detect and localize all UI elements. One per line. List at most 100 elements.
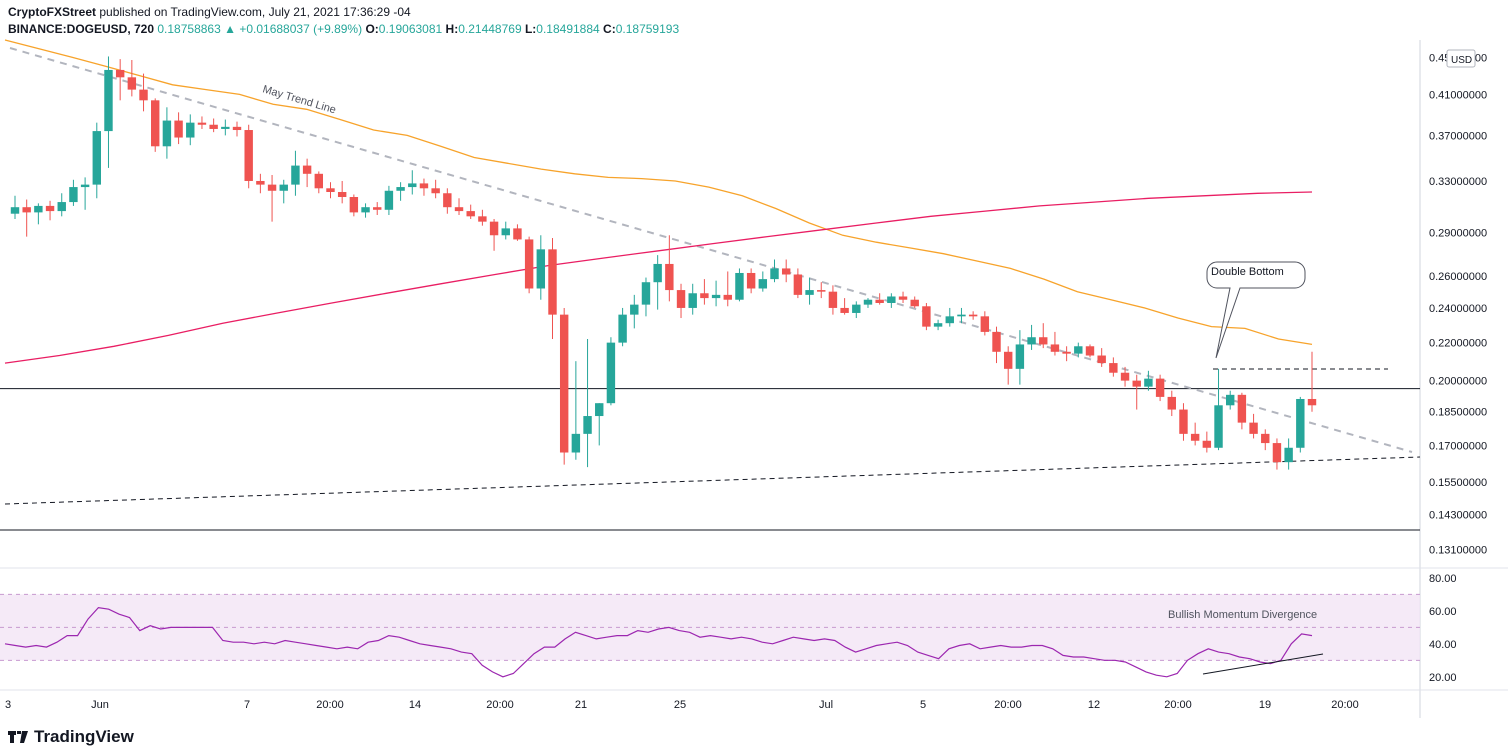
candle-down bbox=[197, 122, 207, 125]
candle-down bbox=[548, 249, 557, 315]
footer-brand: TradingView bbox=[34, 727, 134, 746]
change-value: ▲ +0.01688037 (+9.89%) bbox=[224, 22, 363, 36]
candle-down bbox=[1050, 344, 1060, 352]
may-trend-line-label: May Trend Line bbox=[261, 83, 337, 116]
candle-down bbox=[1085, 346, 1095, 356]
tradingview-footer: TradingView bbox=[8, 727, 134, 747]
price-tick-label: 0.37000000 bbox=[1429, 130, 1487, 142]
candle-down bbox=[1237, 394, 1247, 423]
candle-down bbox=[992, 331, 1001, 352]
candle-up bbox=[80, 184, 90, 188]
candle-down bbox=[922, 306, 931, 327]
open-value: 0.19063081 bbox=[378, 22, 443, 36]
candle-up bbox=[606, 342, 616, 404]
price-tick-label: 0.41000000 bbox=[1429, 89, 1487, 101]
candle-down bbox=[1003, 351, 1013, 369]
rsi-tick-label: 60.00 bbox=[1429, 606, 1457, 618]
candle-down bbox=[980, 316, 990, 332]
candle-up bbox=[618, 314, 627, 343]
double-bottom-callout bbox=[1206, 261, 1306, 359]
candle-up bbox=[641, 282, 651, 305]
candle-down bbox=[244, 130, 253, 181]
candle-up bbox=[770, 268, 779, 280]
may-trend-line bbox=[9, 47, 1413, 453]
candle-down bbox=[1097, 355, 1106, 364]
candle-down bbox=[115, 69, 125, 78]
candle-down bbox=[700, 293, 709, 299]
candle-down bbox=[513, 228, 522, 240]
candle-down bbox=[373, 207, 382, 210]
publish-info: CryptoFXStreet published on TradingView.… bbox=[8, 5, 411, 19]
candle-up bbox=[653, 263, 662, 283]
time-tick-label: 20:00 bbox=[1164, 699, 1192, 711]
candle-up bbox=[1284, 447, 1293, 463]
candle-up bbox=[384, 190, 394, 210]
candle-up bbox=[758, 279, 768, 289]
candle-down bbox=[127, 77, 137, 90]
candle-up bbox=[536, 249, 546, 289]
candle-down bbox=[466, 211, 475, 217]
candle-down bbox=[1039, 337, 1048, 345]
time-tick-label: Jun bbox=[91, 699, 109, 711]
low-label: L: bbox=[524, 22, 537, 36]
candle-up bbox=[104, 69, 113, 132]
candle-down bbox=[326, 188, 335, 193]
high-value: 0.21448769 bbox=[458, 22, 522, 36]
time-tick-label: 20:00 bbox=[994, 699, 1022, 711]
time-tick-label: 20:00 bbox=[316, 699, 344, 711]
candle-down bbox=[910, 299, 919, 307]
sma-slow-line bbox=[4, 191, 1313, 364]
candle-up bbox=[186, 122, 195, 138]
tradingview-logo-icon bbox=[8, 731, 28, 743]
candle-up bbox=[408, 183, 417, 188]
candle-down bbox=[139, 89, 148, 101]
publisher-name: CryptoFXStreet bbox=[8, 5, 97, 19]
currency-label: USD bbox=[1451, 55, 1472, 66]
candle-up bbox=[735, 272, 744, 300]
low-value: 0.18491884 bbox=[536, 22, 600, 36]
candle-down bbox=[898, 296, 908, 300]
symbol-label: BINANCE:DOGEUSD, 720 bbox=[8, 22, 155, 36]
candle-down bbox=[828, 291, 838, 308]
time-tick-label: 20:00 bbox=[1331, 699, 1359, 711]
candle-down bbox=[45, 205, 55, 212]
candle-up bbox=[571, 433, 581, 453]
candle-down bbox=[151, 100, 160, 147]
candle-up bbox=[1015, 344, 1025, 369]
candle-down bbox=[1190, 433, 1200, 441]
candle-up bbox=[887, 296, 896, 303]
candle-down bbox=[1167, 396, 1176, 410]
candle-up bbox=[957, 314, 966, 317]
last-price: 0.18758863 bbox=[157, 22, 221, 36]
candle-up bbox=[501, 228, 510, 236]
candle-down bbox=[559, 314, 569, 453]
close-label: C: bbox=[603, 22, 616, 36]
price-tick-label: 0.18500000 bbox=[1429, 407, 1487, 419]
time-tick-label: 20:00 bbox=[486, 699, 514, 711]
candle-down bbox=[349, 197, 359, 213]
candle-up bbox=[805, 290, 814, 295]
time-tick-label: Jul bbox=[819, 699, 833, 711]
rsi-tick-label: 80.00 bbox=[1429, 573, 1457, 585]
candle-down bbox=[676, 290, 686, 308]
time-tick-label: 3 bbox=[5, 699, 11, 711]
candle-down bbox=[431, 188, 440, 194]
candle-up bbox=[933, 323, 943, 327]
candle-down bbox=[1261, 433, 1270, 444]
price-tick-label: 0.17000000 bbox=[1429, 440, 1487, 452]
candle-down bbox=[302, 165, 312, 174]
candle-down bbox=[665, 263, 674, 291]
candle-down bbox=[840, 307, 849, 313]
candle-up bbox=[92, 131, 101, 185]
candle-up bbox=[1296, 398, 1305, 448]
rsi-band bbox=[0, 594, 1420, 661]
time-tick-label: 12 bbox=[1088, 699, 1100, 711]
candle-down bbox=[1120, 372, 1130, 381]
candle-down bbox=[875, 299, 884, 303]
candle-up bbox=[162, 120, 172, 147]
rsi-tick-label: 40.00 bbox=[1429, 639, 1457, 651]
candle-down bbox=[22, 207, 31, 213]
price-tick-label: 0.29000000 bbox=[1429, 227, 1487, 239]
rsi-tick-label: 20.00 bbox=[1429, 672, 1457, 684]
